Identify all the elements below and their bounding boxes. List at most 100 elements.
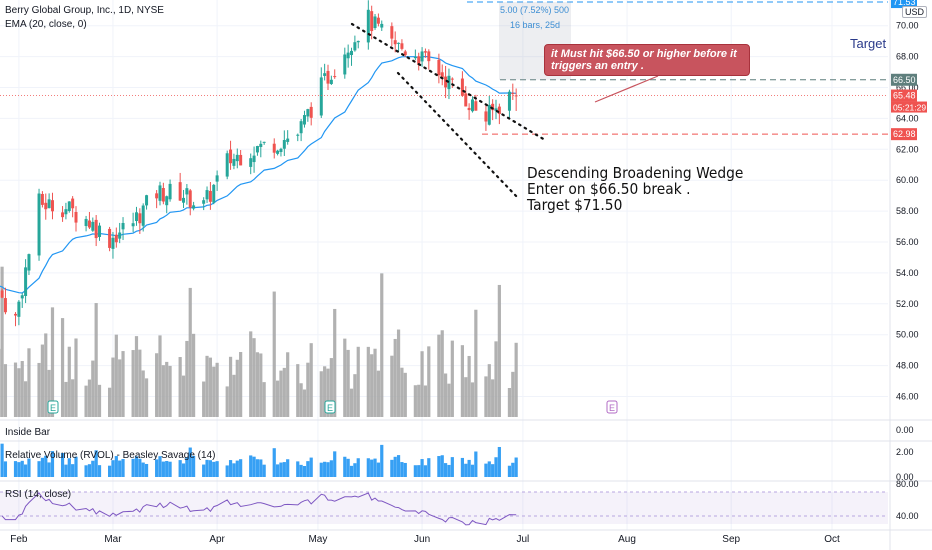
candle-body <box>155 193 159 199</box>
candle-body <box>215 175 219 182</box>
rvol-bar <box>467 459 471 477</box>
candle-body <box>74 211 78 223</box>
time-tick-label: Mar <box>104 534 122 545</box>
rvol-bar <box>380 444 384 477</box>
candle-body <box>185 188 189 195</box>
price-levels <box>0 1 888 135</box>
price-tick-label: 48.00 <box>896 361 919 371</box>
volume-bar <box>467 355 471 417</box>
volume-bar <box>64 381 68 417</box>
candle-body <box>205 190 209 200</box>
volume-bar <box>460 345 464 417</box>
rvol-bar <box>74 456 78 477</box>
candle-body <box>168 183 172 200</box>
candle-body <box>413 56 417 59</box>
volume-bar <box>205 355 209 417</box>
price-tick-label: 68.00 <box>896 52 919 62</box>
candle-body <box>259 143 263 148</box>
volume-bar <box>491 379 495 417</box>
candle-body <box>420 51 424 62</box>
candle-body <box>400 43 404 49</box>
candle-body <box>450 78 454 80</box>
inside-bar-legend[interactable]: Inside Bar <box>5 427 51 438</box>
volume-bar <box>188 287 192 417</box>
rvol-bar <box>276 464 280 477</box>
candle-body <box>188 190 192 208</box>
rvol-bar <box>3 461 8 477</box>
volume-bar <box>185 340 189 417</box>
rvol-bar <box>84 465 88 477</box>
time-tick-label: Aug <box>618 534 636 545</box>
entry-callout[interactable]: it Must hit $66.50 or higher before it t… <box>544 44 750 76</box>
rvol-bar <box>40 457 44 477</box>
rvol-bar <box>235 460 239 477</box>
candle-body <box>91 221 95 231</box>
volume-bar <box>259 353 263 417</box>
candle-body <box>403 51 407 56</box>
volume-bar <box>511 371 515 417</box>
volume-bar <box>403 372 407 417</box>
volume-bar <box>393 338 397 417</box>
rvol-bar <box>108 465 112 477</box>
volume-bar <box>111 357 115 417</box>
earnings-marker-label: E <box>50 403 56 413</box>
rvol-bar <box>114 456 118 477</box>
candle-body <box>61 212 65 218</box>
rvol-bar <box>356 458 360 477</box>
rvol-bar <box>346 458 350 477</box>
candle-body <box>440 72 444 78</box>
volume-bar <box>208 357 212 417</box>
rvol-bar <box>396 455 401 477</box>
rvol-bar <box>376 462 380 477</box>
volume-bar <box>366 346 370 417</box>
price-tag <box>891 128 917 141</box>
rvol-bar <box>202 464 206 477</box>
price-tag-label: 62.98 <box>893 129 916 139</box>
rvol-bar <box>413 465 417 477</box>
volume-bar <box>417 384 421 417</box>
rsi-legend[interactable]: RSI (14, close) <box>5 489 72 500</box>
rvol-bar <box>131 458 135 477</box>
volume-bar <box>255 352 260 417</box>
price-tick-label: 46.00 <box>896 392 919 402</box>
volume-bar <box>121 351 125 417</box>
candle-body <box>346 52 350 59</box>
currency-label[interactable]: USD <box>902 6 928 18</box>
rvol-bar <box>118 460 122 477</box>
candle-body <box>393 40 397 45</box>
time-tick-label: Apr <box>209 534 225 545</box>
volume-bar <box>50 307 55 417</box>
rvol-bar <box>373 458 377 477</box>
time-tick-label: Oct <box>824 534 840 545</box>
ema-legend[interactable]: EMA (20, close, 0) <box>5 19 87 30</box>
candle-body <box>286 138 290 142</box>
target-label[interactable]: Target <box>850 36 887 51</box>
volume-bar <box>487 364 491 417</box>
candle-body <box>158 185 162 201</box>
wedge-lower-line <box>396 71 520 200</box>
rvol-bar <box>121 459 125 477</box>
rvol-bar <box>296 461 300 477</box>
rvol-bar <box>423 465 428 477</box>
volume-bar <box>252 338 256 417</box>
rvol-bar <box>20 460 24 477</box>
candle-body <box>309 106 313 118</box>
volume-bar <box>158 335 162 417</box>
candle-body <box>71 198 75 209</box>
rvol-bar <box>37 461 41 477</box>
volume-bar <box>40 344 44 417</box>
volume-bar <box>447 383 451 417</box>
candle-body <box>279 148 283 153</box>
wedge-annotation[interactable]: Descending Broadening Wedge Enter on $66… <box>527 165 743 213</box>
symbol-title: Berry Global Group, Inc., 1D, NYSE <box>5 5 164 16</box>
price-axis: 46.00 48.00 50.00 52.00 54.00 56.00 58.00 60.00… <box>891 0 927 521</box>
rsi-band <box>0 492 888 524</box>
candle-body <box>460 78 464 96</box>
candle-body <box>202 200 206 204</box>
rvol-legend[interactable]: Relative Volume (RVOL) - Beasley Savage … <box>5 450 216 461</box>
price-tick-label: 50.00 <box>896 330 919 340</box>
volume-bar <box>13 362 18 417</box>
volume-bar <box>349 388 354 417</box>
volume-bar <box>279 370 283 417</box>
